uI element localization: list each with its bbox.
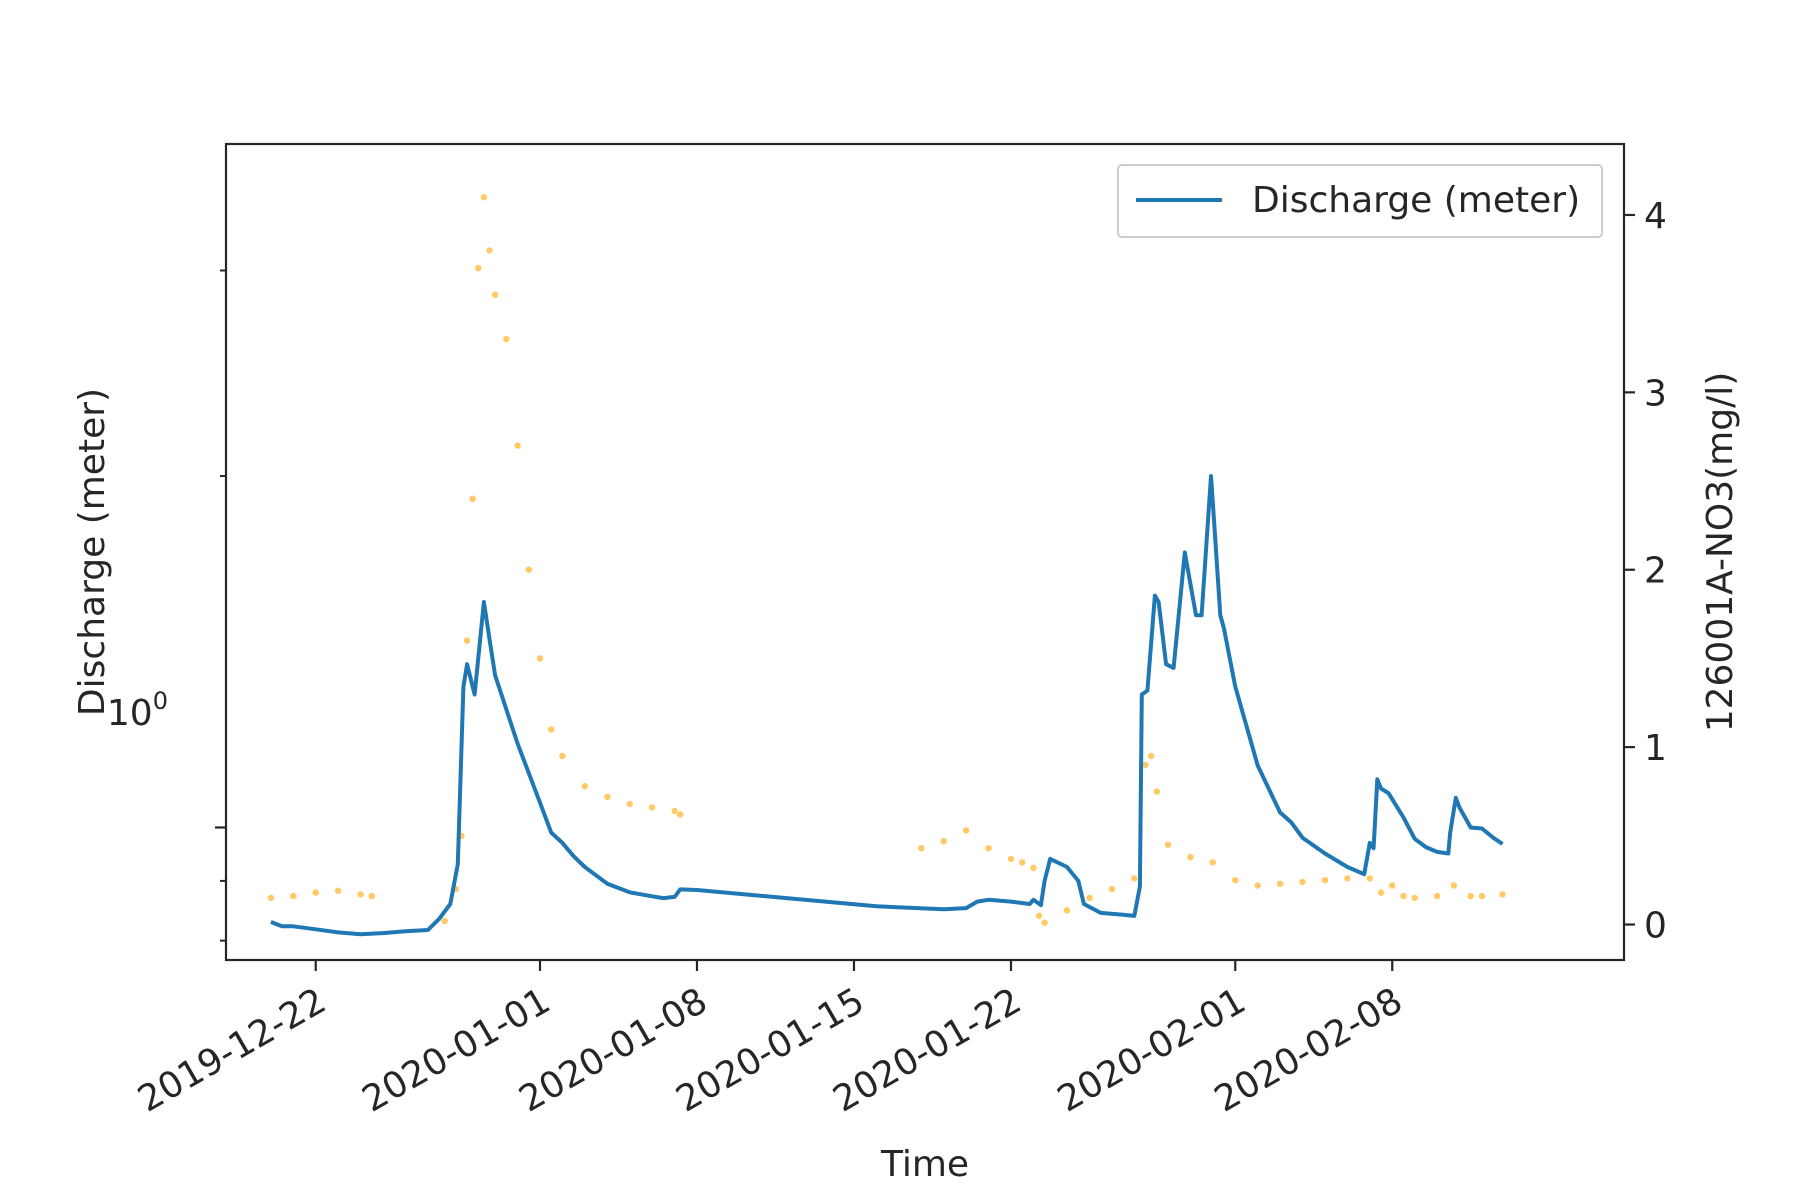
discharge-line <box>270 474 1504 937</box>
nitrate-point-17 <box>525 566 532 573</box>
nitrate-point-56 <box>1411 894 1418 902</box>
nitrate-point-23 <box>626 800 633 808</box>
nitrate-point-10 <box>469 495 476 502</box>
nitrate-point-27 <box>918 845 925 852</box>
right-tick-label-2: 2 <box>1644 551 1667 592</box>
nitrate-point-37 <box>1086 894 1093 902</box>
nitrate-point-33 <box>1030 864 1037 871</box>
nitrate-point-43 <box>1164 841 1172 848</box>
nitrate-point-47 <box>1254 882 1261 889</box>
nitrate-point-60 <box>1478 892 1486 900</box>
nitrate-point-22 <box>604 793 611 800</box>
nitrate-point-2 <box>312 889 319 896</box>
nitrate-point-38 <box>1108 885 1116 893</box>
legend-frame <box>1117 164 1603 238</box>
right-tick-label-1: 1 <box>1644 728 1667 769</box>
nitrate-point-11 <box>475 265 482 272</box>
nitrate-point-45 <box>1209 859 1217 866</box>
nitrate-point-32 <box>1019 859 1026 866</box>
nitrate-point-20 <box>559 752 566 760</box>
legend-label: Discharge (meter) <box>1252 180 1580 221</box>
nitrate-point-15 <box>503 335 510 343</box>
right-tick-label-4: 4 <box>1644 196 1667 237</box>
nitrate-point-21 <box>581 783 588 790</box>
nitrate-point-57 <box>1433 892 1441 900</box>
right-axis-ticks: 0 1 2 3 4 <box>1624 196 1667 947</box>
nitrate-point-53 <box>1377 889 1385 896</box>
nitrate-point-12 <box>480 194 488 201</box>
nitrate-point-13 <box>486 247 493 254</box>
nitrate-point-39 <box>1131 875 1138 882</box>
nitrate-point-0 <box>267 894 275 902</box>
nitrate-point-24 <box>648 804 656 811</box>
right-tick-label-0: 0 <box>1644 906 1667 947</box>
nitrate-point-16 <box>514 442 521 449</box>
plot-area <box>267 194 1506 937</box>
x-axis-label: Time <box>880 1144 969 1185</box>
nitrate-point-41 <box>1147 752 1155 760</box>
nitrate-point-30 <box>985 845 992 852</box>
y-axis-label-left: Discharge (meter) <box>72 388 113 716</box>
nitrate-point-18 <box>536 655 544 662</box>
nitrate-point-55 <box>1400 892 1407 900</box>
nitrate-point-28 <box>940 837 947 845</box>
nitrate-point-49 <box>1299 878 1306 886</box>
nitrate-point-35 <box>1041 919 1048 926</box>
nitrate-point-44 <box>1187 853 1194 861</box>
nitrate-point-54 <box>1389 882 1396 889</box>
nitrate-point-19 <box>548 726 555 733</box>
left-major-tick-label: 100 <box>107 687 168 734</box>
left-axis-ticks <box>215 269 226 942</box>
nitrate-point-52 <box>1366 875 1374 882</box>
nitrate-point-3 <box>334 887 342 894</box>
nitrate-point-40 <box>1142 761 1149 769</box>
nitrate-point-9 <box>463 637 471 644</box>
y-axis-label-right: 126001A-NO3(mg/l) <box>1700 372 1741 733</box>
nitrate-point-46 <box>1232 877 1239 884</box>
nitrate-point-14 <box>491 291 499 298</box>
nitrate-point-6 <box>441 917 448 925</box>
nitrate-point-51 <box>1344 875 1351 882</box>
nitrate-point-58 <box>1450 882 1458 889</box>
nitrate-point-59 <box>1467 892 1474 900</box>
nitrate-point-5 <box>368 892 375 900</box>
nitrate-point-25 <box>671 807 678 815</box>
nitrate-point-26 <box>677 811 684 818</box>
nitrate-point-34 <box>1035 912 1043 919</box>
right-tick-label-3: 3 <box>1644 373 1667 414</box>
nitrate-point-61 <box>1499 891 1506 898</box>
legend: Discharge (meter) <box>1117 164 1603 238</box>
nitrate-point-36 <box>1063 907 1071 914</box>
nitrate-point-31 <box>1007 855 1015 863</box>
nitrate-point-50 <box>1321 877 1329 884</box>
nitrate-point-4 <box>357 891 364 898</box>
nitrate-point-1 <box>290 892 297 900</box>
nitrate-point-48 <box>1276 880 1284 887</box>
nitrate-point-29 <box>962 827 970 834</box>
axes-frame <box>224 142 1626 962</box>
nitrate-point-42 <box>1153 788 1161 795</box>
